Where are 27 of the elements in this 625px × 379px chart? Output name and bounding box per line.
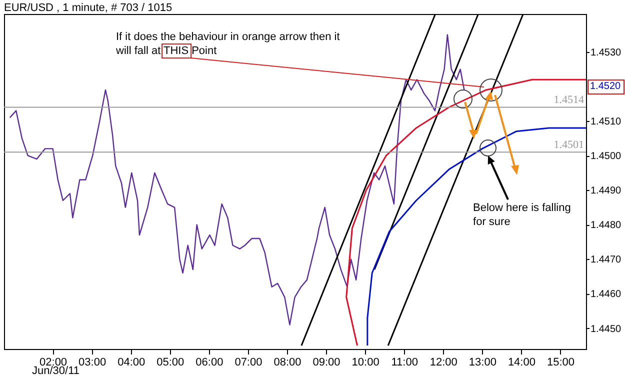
x-tick-label: 07:00 (234, 356, 262, 368)
x-tick-label: 11:00 (391, 356, 418, 368)
y-tick-label: 1.4490 (590, 186, 622, 197)
y-tick-label: 1.4460 (590, 289, 622, 300)
x-tick-label: 12:00 (430, 356, 458, 368)
annotation: Below here is falling for sure (473, 200, 572, 229)
x-tick-label: 04:00 (118, 356, 146, 368)
text: Jun/30/11 (32, 365, 80, 378)
y-tick-label: 1.4480 (590, 220, 622, 232)
x-tick-label: 03:00 (78, 356, 106, 368)
y-tick-label: 1.4470 (590, 254, 622, 266)
x-tick-label: 14:00 (508, 356, 536, 368)
chart-title: EUR/USD , 1 minute, # 703 / 1015 (4, 2, 172, 14)
x-tick-label: 15:00 (546, 356, 575, 368)
y-tick-label: 1.4500 (590, 151, 622, 162)
x-tick-label: 05:00 (156, 356, 184, 368)
y-tick-label: 1.4530 (590, 47, 622, 58)
x-tick-label: 09:00 (312, 356, 340, 368)
x-tick-label: 06:00 (196, 356, 224, 368)
y-tick-label: 1.4510 (590, 116, 622, 128)
ref-line-label: 1.4514 (554, 94, 584, 106)
y-tick-label: 1.4450 (590, 324, 622, 335)
ref-line-label: 1.4501 (554, 139, 584, 152)
annotation: If it does the behaviour in orange arrow then it will fall at THIS Point (116, 30, 341, 58)
x-tick-label: 08:00 (274, 356, 302, 368)
x-tick-label: 10:00 (352, 356, 380, 368)
x-tick-label: 13:00 (468, 356, 496, 368)
